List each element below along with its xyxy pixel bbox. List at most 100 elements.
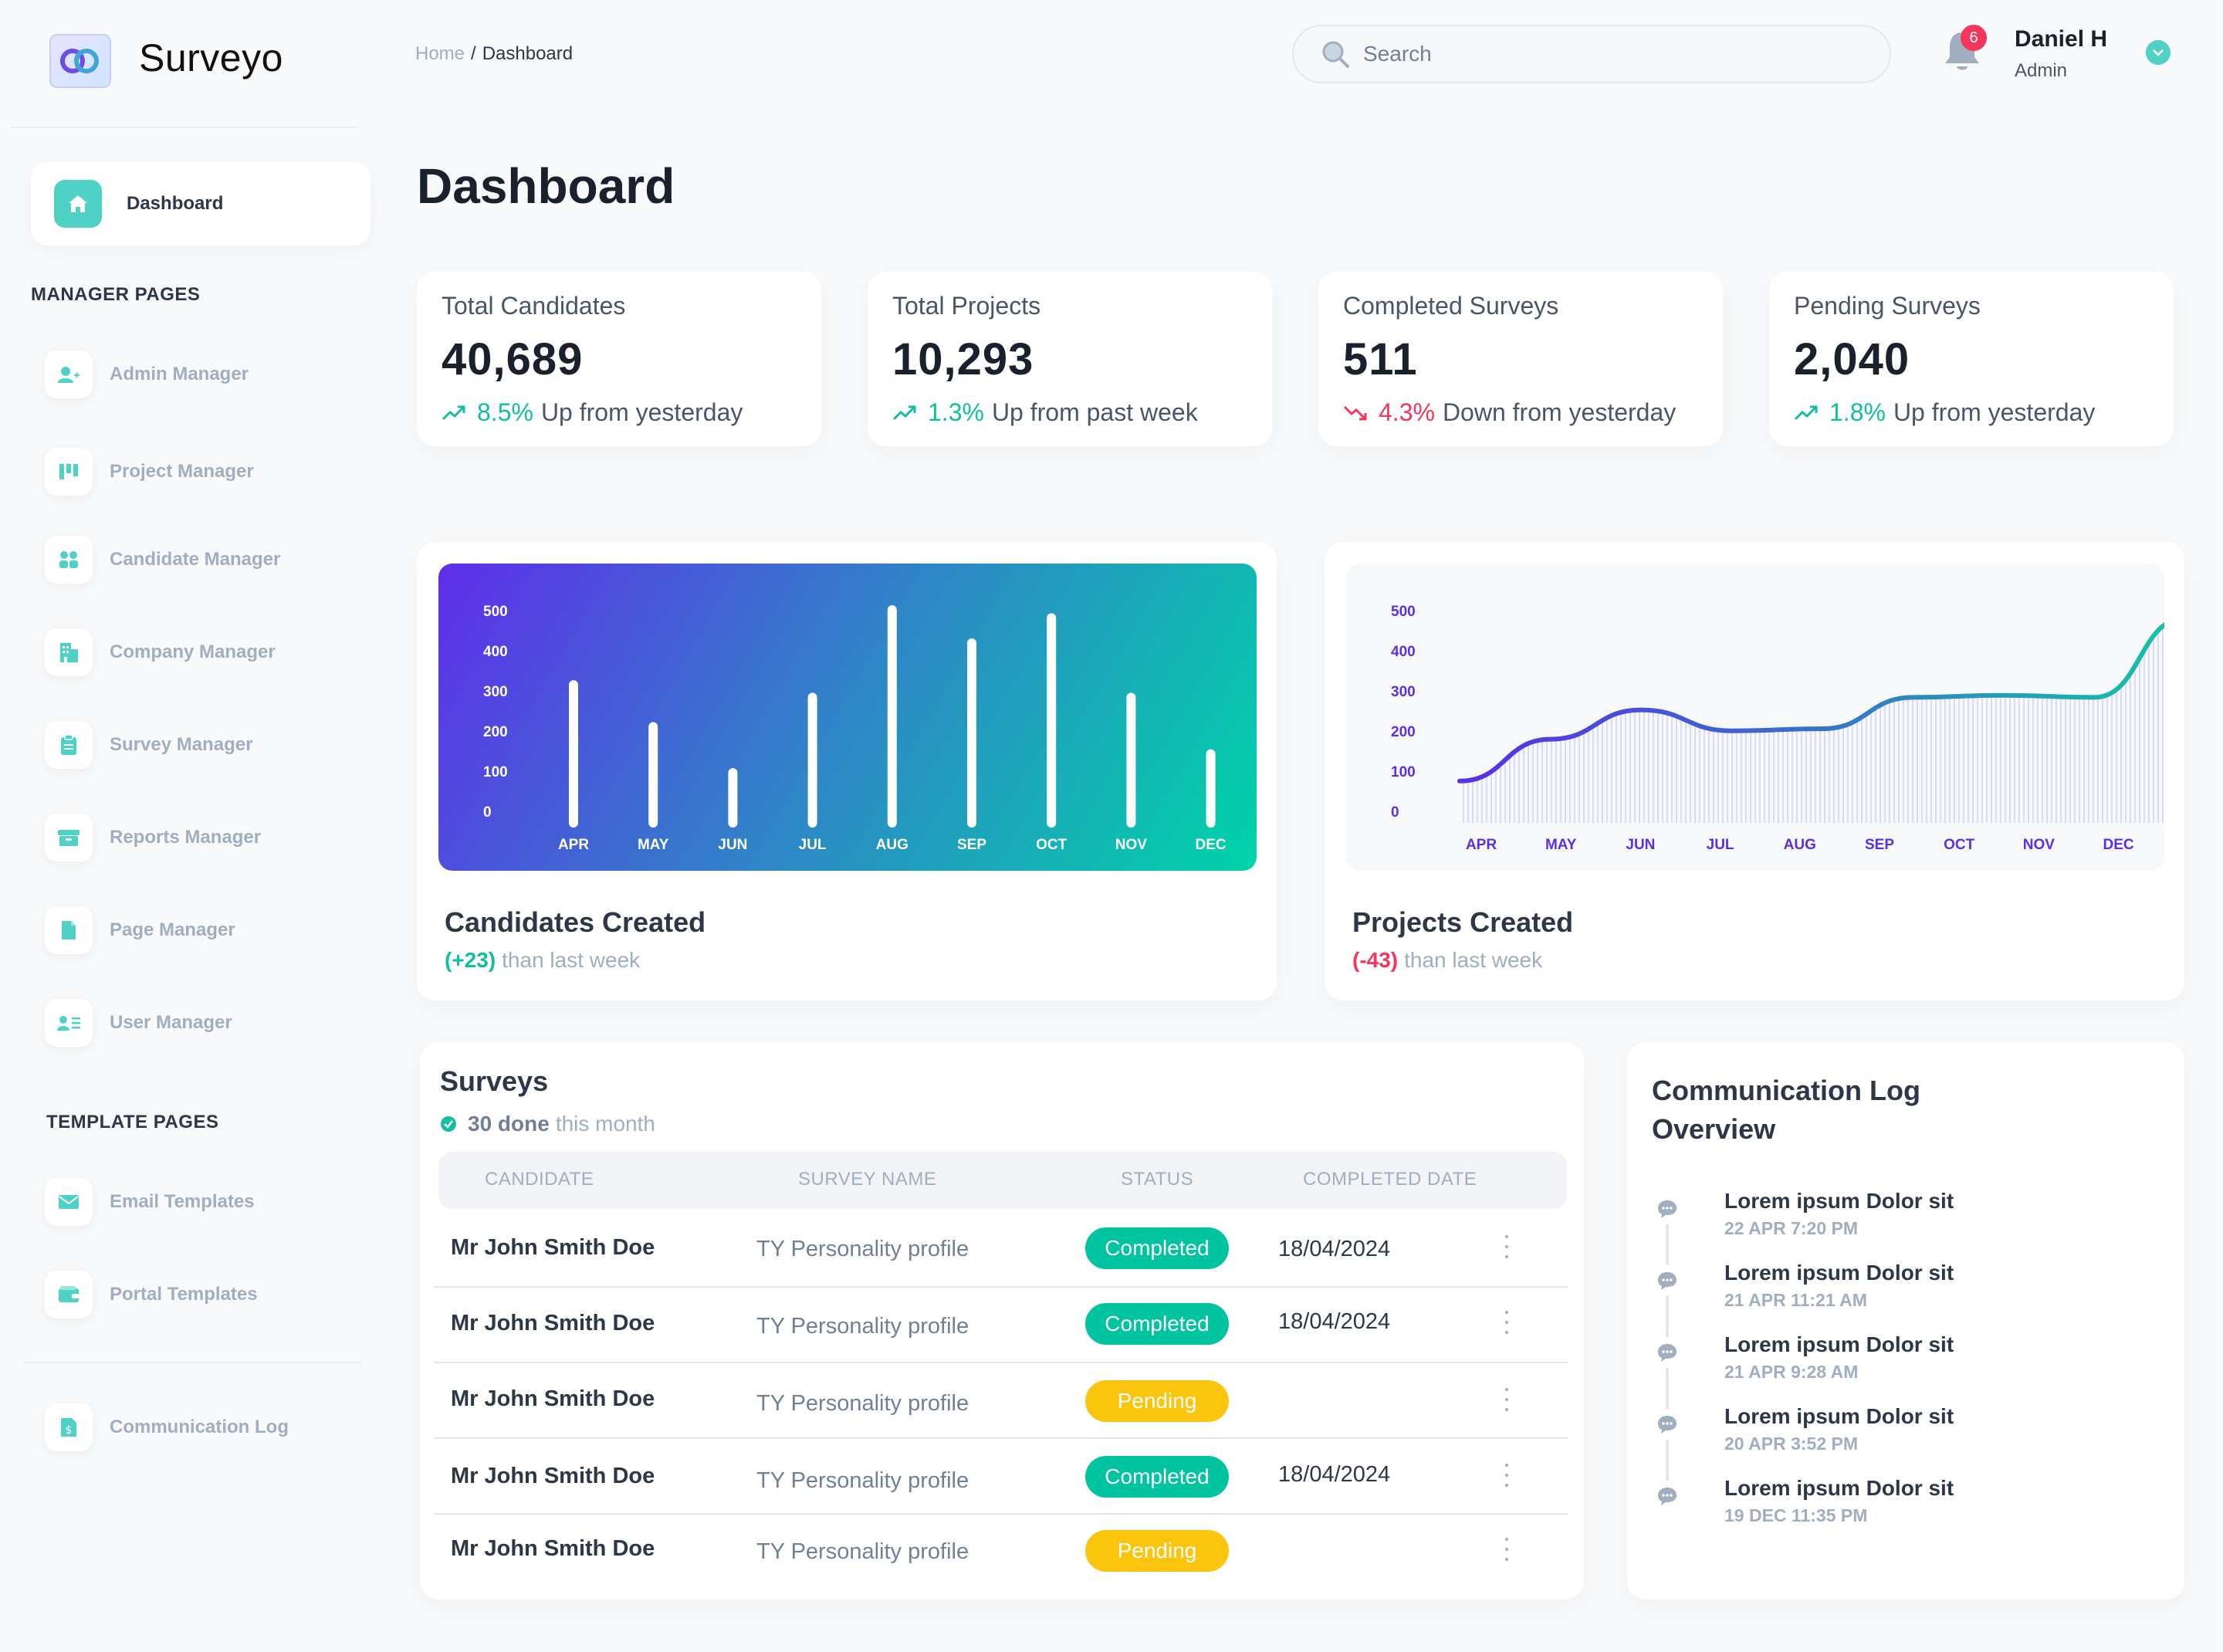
status-badge: Pending	[1085, 1530, 1229, 1572]
app-name: Surveyo	[139, 36, 283, 80]
y-tick-label: 500	[483, 604, 508, 620]
sidebar-item-communication-log[interactable]: $ Communication Log	[45, 1402, 289, 1453]
table-row[interactable]: Mr John Smith Doe TY Personality profile…	[434, 1439, 1568, 1515]
sidebar-item-candidate-manager[interactable]: Candidate Manager	[45, 534, 280, 585]
row-menu-icon[interactable]	[1499, 1464, 1514, 1487]
x-tick-label: MAY	[1545, 837, 1577, 853]
communication-log-title: Communication Log Overview	[1652, 1071, 1920, 1149]
log-item[interactable]: Lorem ipsum Dolor sit 21 APR 11:21 AM	[1652, 1261, 2146, 1322]
candidate-name[interactable]: Mr John Smith Doe	[451, 1536, 655, 1561]
sidebar-item-portal-templates[interactable]: Portal Templates	[45, 1269, 258, 1320]
sidebar-item-admin-manager[interactable]: Admin Manager	[45, 349, 249, 400]
column-header-survey-name[interactable]: SURVEY NAME	[798, 1169, 937, 1190]
surveys-card: Surveys 30 done this month CANDIDATE SURV…	[420, 1042, 1584, 1600]
chart-subtitle: (+23) than last week	[445, 948, 640, 973]
sidebar-item-survey-manager[interactable]: Survey Manager	[45, 719, 252, 770]
surveys-title: Surveys	[440, 1065, 549, 1097]
x-tick-label: OCT	[1944, 837, 1975, 853]
x-tick-label: NOV	[1115, 837, 1148, 853]
chart-title: Projects Created	[1352, 906, 1574, 938]
area-fill	[1460, 618, 2185, 823]
table-row[interactable]: Mr John Smith Doe TY Personality profile…	[434, 1363, 1568, 1439]
sidebar-item-project-manager[interactable]: Project Manager	[45, 446, 254, 497]
x-tick-label: APR	[1466, 837, 1497, 853]
survey-name: TY Personality profile	[756, 1468, 969, 1493]
sidebar-item-user-manager[interactable]: User Manager	[45, 997, 232, 1048]
stat-change-value: 1.8%	[1829, 398, 1886, 426]
sidebar-item-company-manager[interactable]: Company Manager	[45, 627, 276, 678]
stat-card-completed-surveys: Completed Surveys 511 4.3% Down from yest…	[1318, 272, 1723, 446]
log-item[interactable]: Lorem ipsum Dolor sit 19 DEC 11:35 PM	[1652, 1476, 2146, 1538]
mail-icon	[45, 1178, 93, 1226]
trend-down-icon	[1343, 405, 1367, 420]
row-menu-icon[interactable]	[1499, 1311, 1514, 1334]
chart-subtitle: (-43) than last week	[1352, 948, 1542, 973]
column-header-candidate[interactable]: CANDIDATE	[485, 1169, 594, 1190]
log-item[interactable]: Lorem ipsum Dolor sit 21 APR 9:28 AM	[1652, 1332, 2146, 1394]
log-item[interactable]: Lorem ipsum Dolor sit 22 APR 7:20 PM	[1652, 1189, 2146, 1251]
sidebar-item-reports-manager[interactable]: Reports Manager	[45, 812, 261, 863]
sidebar-item-dashboard[interactable]: Dashboard	[31, 162, 370, 245]
search-input[interactable]	[1363, 42, 1857, 66]
y-tick-label: 400	[1391, 644, 1416, 660]
candidate-name[interactable]: Mr John Smith Doe	[451, 1311, 655, 1335]
y-tick-label: 200	[483, 724, 508, 740]
row-menu-icon[interactable]	[1499, 1538, 1514, 1561]
survey-name: TY Personality profile	[756, 1237, 969, 1261]
sidebar-item-page-manager[interactable]: Page Manager	[45, 905, 235, 956]
series-line[interactable]	[1457, 615, 2187, 784]
sidebar-item-email-templates[interactable]: Email Templates	[45, 1176, 255, 1227]
stat-card-total-candidates: Total Candidates 40,689 8.5% Up from yest…	[417, 272, 821, 446]
user-menu-toggle[interactable]	[2146, 40, 2171, 65]
status-badge: Completed	[1085, 1227, 1229, 1269]
log-item[interactable]: Lorem ipsum Dolor sit 20 APR 3:52 PM	[1652, 1404, 2146, 1466]
row-menu-icon[interactable]	[1499, 1388, 1514, 1411]
stat-value: 2,040	[1794, 334, 1910, 384]
candidate-name[interactable]: Mr John Smith Doe	[451, 1464, 655, 1488]
manager-pages-heading: MANAGER PAGES	[31, 284, 201, 305]
row-menu-icon[interactable]	[1499, 1235, 1514, 1258]
column-header-completed-date[interactable]: COMPLETED DATE	[1303, 1169, 1477, 1190]
candidates-chart-card: 500 400 300 200 100 0 APR MAY JUN JUL AUG SEP OCT NOV…	[417, 542, 1277, 1000]
chart-subtitle-value: (-43)	[1352, 948, 1399, 972]
log-text: Lorem ipsum Dolor sit	[1724, 1404, 1954, 1428]
candidate-name[interactable]: Mr John Smith Doe	[451, 1386, 655, 1411]
breadcrumb-home[interactable]: Home	[415, 43, 465, 64]
file-icon	[45, 906, 93, 954]
user-name[interactable]: Daniel H	[2015, 26, 2108, 52]
sidebar-item-label: Candidate Manager	[110, 549, 281, 570]
stat-change-text: Up from yesterday	[540, 398, 743, 426]
chat-bubble-icon	[1652, 1409, 1683, 1440]
surveys-done-count: 30 done	[468, 1112, 550, 1136]
x-tick-label: OCT	[1036, 837, 1068, 853]
y-tick-label: 100	[483, 764, 508, 780]
sidebar-divider	[11, 127, 358, 128]
table-row[interactable]: Mr John Smith Doe TY Personality profile…	[434, 1212, 1568, 1288]
stat-change-text: Down from yesterday	[1442, 398, 1677, 426]
candidate-name[interactable]: Mr John Smith Doe	[451, 1235, 655, 1260]
app-logo[interactable]	[49, 34, 111, 88]
x-tick-label: JUL	[1707, 837, 1734, 853]
table-row[interactable]: Mr John Smith Doe TY Personality profile…	[434, 1515, 1568, 1590]
column-header-status[interactable]: STATUS	[1121, 1169, 1194, 1190]
search-bar[interactable]	[1292, 25, 1891, 83]
chat-bubble-icon	[1652, 1265, 1683, 1296]
stat-title: Total Projects	[892, 292, 1041, 320]
completed-date: 18/04/2024	[1278, 1237, 1391, 1261]
table-row[interactable]: Mr John Smith Doe TY Personality profile…	[434, 1288, 1568, 1363]
sidebar-item-label: Portal Templates	[110, 1284, 258, 1305]
page-title: Dashboard	[417, 158, 675, 214]
check-circle-icon	[441, 1116, 456, 1132]
surveys-subtitle: 30 done this month	[440, 1112, 655, 1136]
y-tick-label: 0	[483, 804, 492, 821]
completed-date: 18/04/2024	[1278, 1309, 1391, 1334]
x-tick-label: NOV	[2023, 837, 2056, 853]
trend-up-icon	[442, 405, 465, 420]
chart-subtitle-value: (+23)	[445, 948, 496, 972]
search-icon	[1322, 41, 1349, 68]
stat-change-value: 1.3%	[928, 398, 984, 426]
logo-rings-icon	[60, 49, 99, 73]
projects-chart-panel: 500 400 300 200 100 0 APR MAY JUN JUL AUG SEP OCT NOV…	[1346, 564, 2187, 871]
sidebar-item-label: Dashboard	[127, 193, 224, 214]
x-tick-label: SEP	[1865, 837, 1894, 853]
